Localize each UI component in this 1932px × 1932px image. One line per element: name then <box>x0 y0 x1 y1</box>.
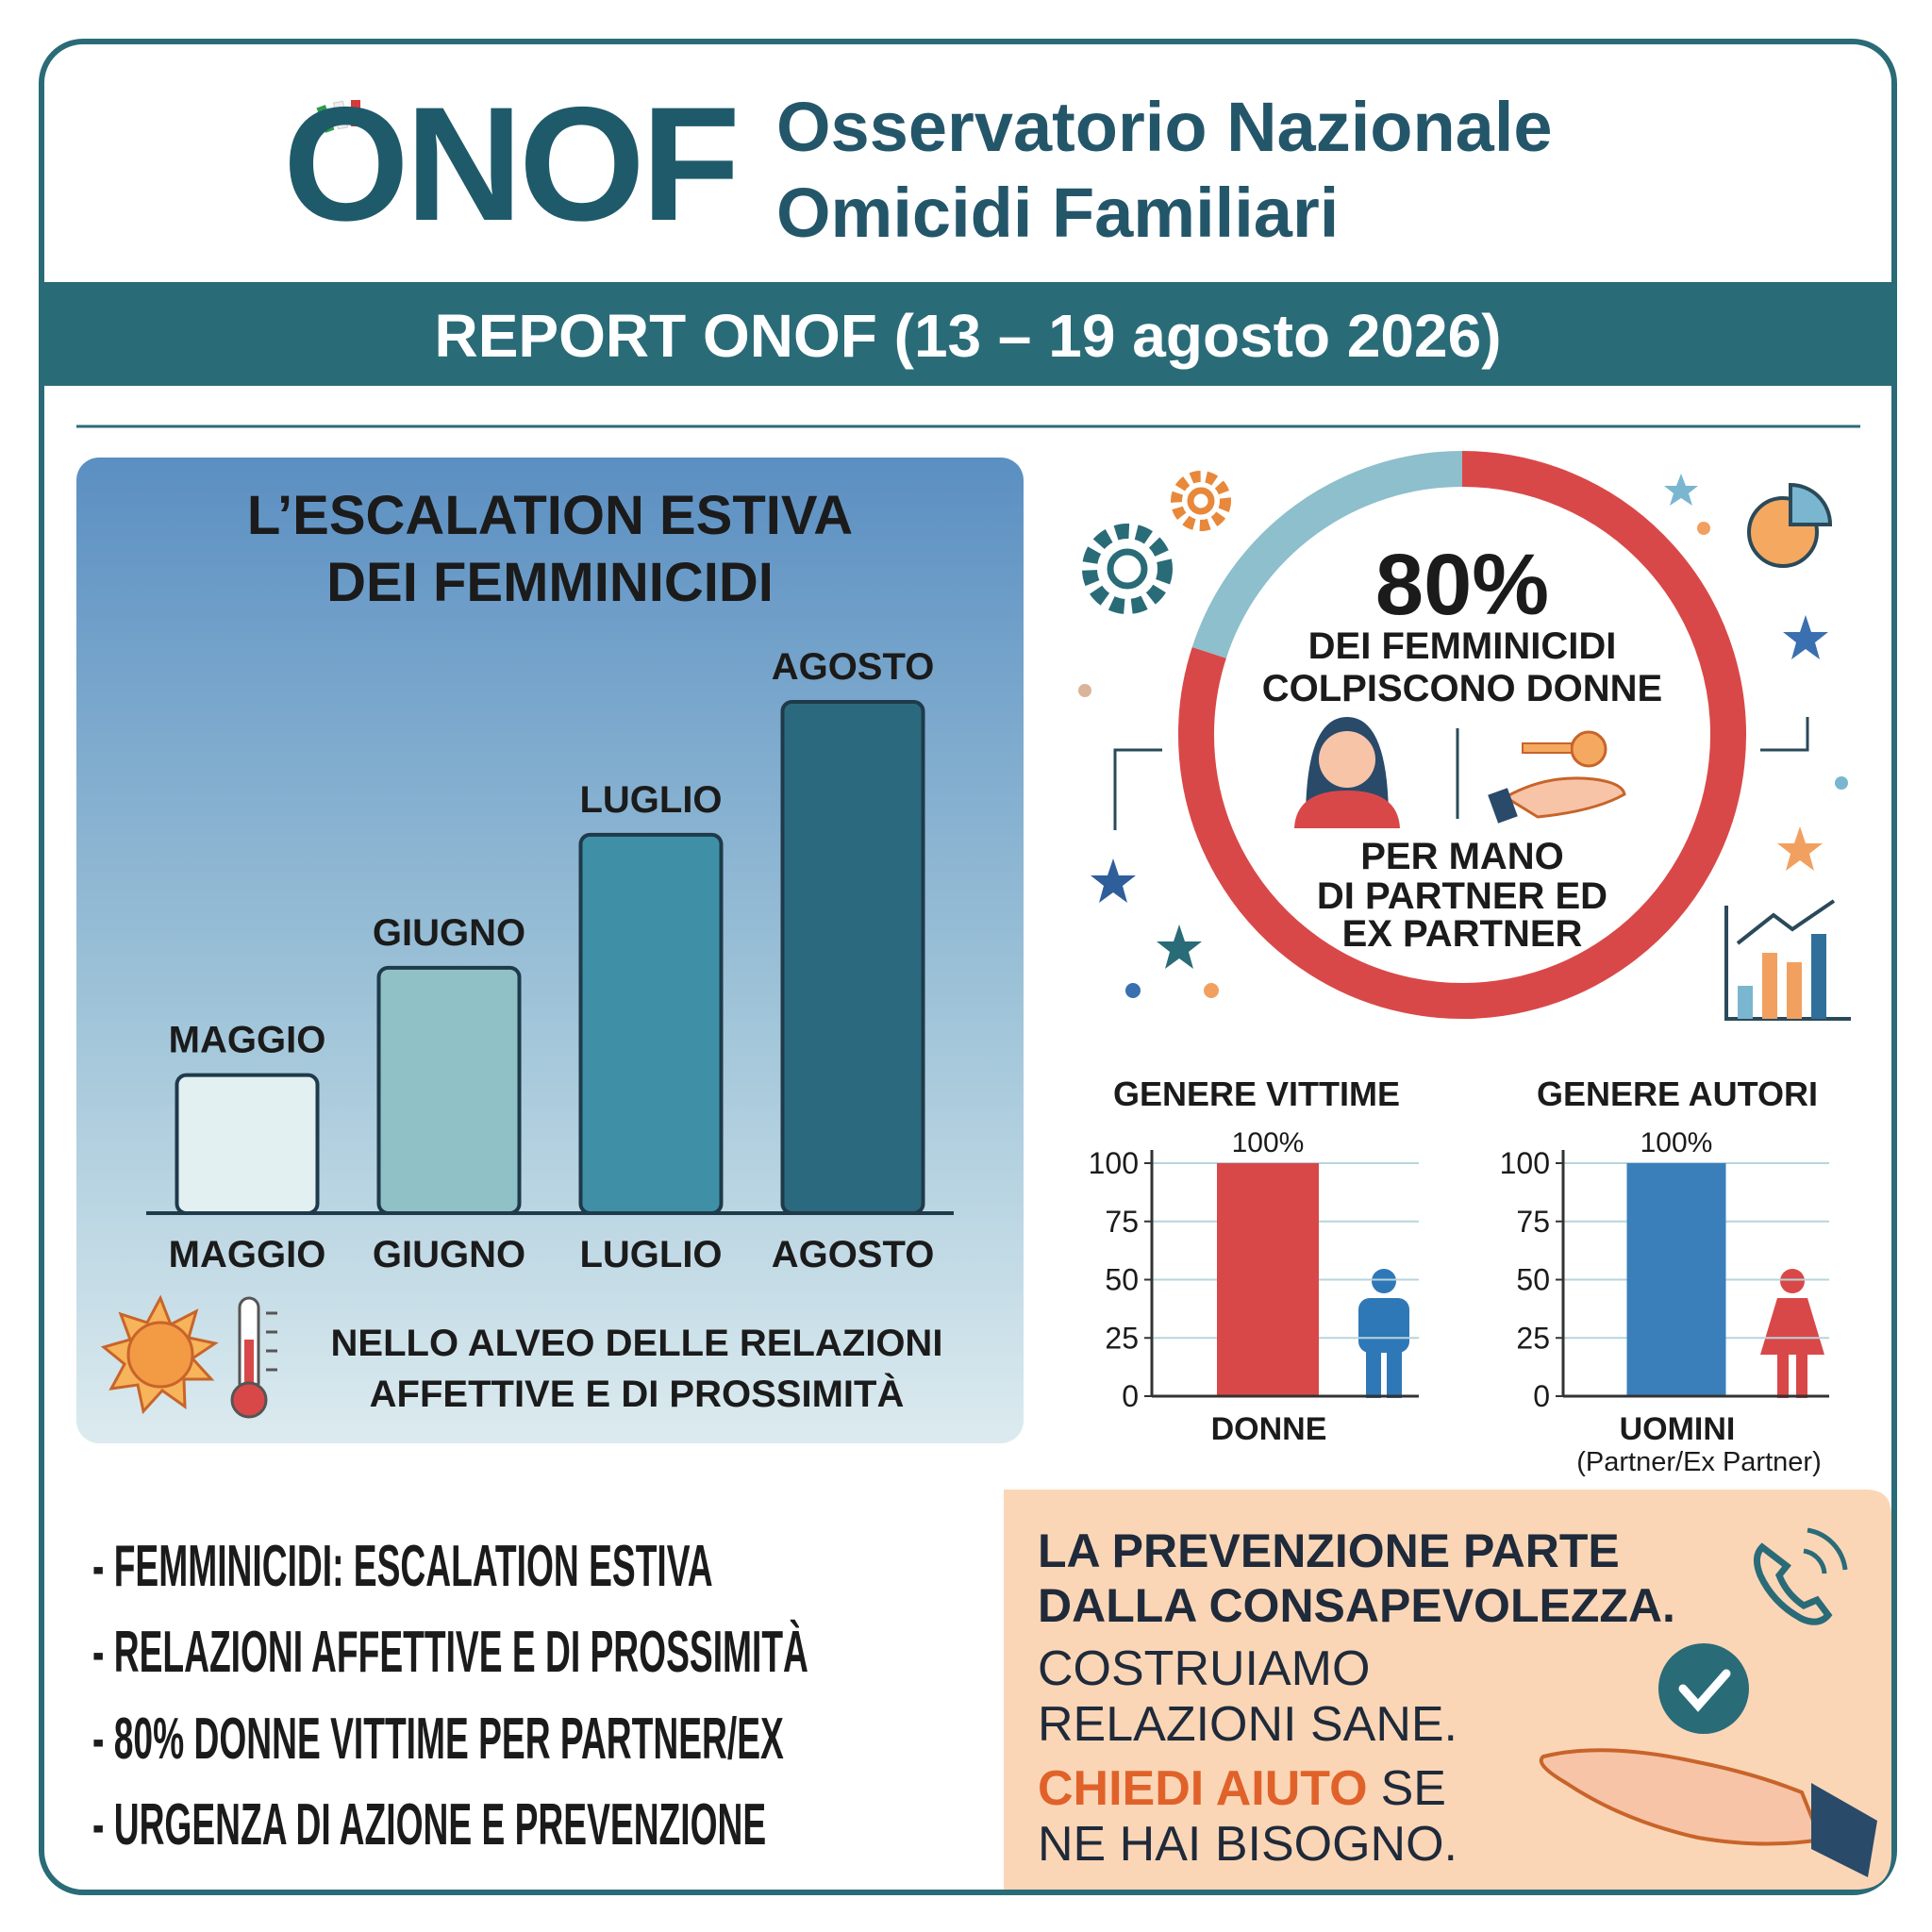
bar <box>1217 1163 1319 1396</box>
pie-icon <box>1747 482 1833 568</box>
panel-caption: NELLO ALVEO DELLE RELAZIONI <box>331 1323 943 1364</box>
hand-icon <box>1539 1748 1877 1877</box>
y-tick-label: 100 <box>1500 1146 1550 1180</box>
ring-text: DEI FEMMINICIDI <box>1308 625 1617 667</box>
woman-figure <box>1760 1269 1824 1398</box>
value-label: 100% <box>1232 1127 1305 1158</box>
y-tick-label: 25 <box>1516 1321 1550 1355</box>
cta-help-line: CHIEDI AIUTO SE <box>1038 1761 1446 1816</box>
woman-icon <box>1294 717 1400 828</box>
bar <box>780 700 925 1215</box>
sun-icon <box>100 1294 219 1415</box>
logo-text: ONOF <box>283 74 737 255</box>
bar <box>578 832 724 1215</box>
bullet: - RELAZIONI AFFETTIVE E DI PROSSIMITÀ <box>92 1619 808 1684</box>
bullet-list: - FEMMINICIDI: ESCALATION ESTIVA - RELAZ… <box>92 1533 808 1857</box>
growth-icon <box>1724 899 1851 1021</box>
value-label: 100% <box>1641 1127 1713 1158</box>
thermometer-icon <box>230 1296 277 1419</box>
y-tick-label: 0 <box>1122 1379 1139 1413</box>
stars <box>1078 474 1848 998</box>
ring-segment <box>1191 451 1463 658</box>
x-tick-label: AGOSTO <box>772 1234 935 1275</box>
chart-title: GENERE AUTORI <box>1537 1074 1818 1113</box>
bar-label: AGOSTO <box>772 646 935 688</box>
y-tick-label: 50 <box>1516 1263 1550 1297</box>
cta-heading: DALLA CONSAPEVOLEZZA. <box>1038 1579 1675 1632</box>
bullet: - 80% DONNE VITTIME PER PARTNER/EX <box>92 1706 784 1771</box>
man-icon <box>1358 1269 1409 1398</box>
bullet: - URGENZA DI AZIONE E PREVENZIONE <box>92 1791 766 1857</box>
panel-title: L’ESCALATION ESTIVA <box>247 485 853 546</box>
bar-label: GIUGNO <box>373 912 525 954</box>
y-tick-label: 0 <box>1533 1379 1550 1413</box>
y-tick-label: 50 <box>1105 1263 1139 1297</box>
cta-body: COSTRUIAMO <box>1038 1641 1370 1696</box>
ring-value: 80% <box>1375 537 1549 633</box>
bar <box>175 1073 320 1216</box>
check-icon <box>1658 1643 1749 1734</box>
ring-text: PER MANO <box>1360 836 1564 877</box>
frame <box>39 39 1897 1895</box>
bar <box>1626 1163 1726 1396</box>
panel-caption: AFFETTIVE E DI PROSSIMITÀ <box>370 1373 905 1415</box>
cta-body: RELAZIONI SANE. <box>1038 1697 1457 1752</box>
x-tick-label: UOMINI <box>1620 1411 1736 1447</box>
connectors <box>1113 717 1809 830</box>
x-tick-label: MAGGIO <box>169 1234 326 1275</box>
cta-heading: LA PREVENZIONE PARTE <box>1038 1524 1620 1577</box>
chart-subtitle: (Partner/Ex Partner) <box>1576 1447 1821 1477</box>
ring-text: EX PARTNER <box>1342 913 1583 955</box>
bullet: - FEMMINICIDI: ESCALATION ESTIVA <box>92 1533 713 1598</box>
report-band <box>44 282 1891 386</box>
report-title: REPORT ONOF (13 – 19 agosto 2026) <box>435 302 1502 370</box>
bar <box>376 965 522 1215</box>
chart-title: GENERE VITTIME <box>1113 1074 1400 1113</box>
cta-highlight-rest: SE <box>1381 1761 1446 1816</box>
ring-segment <box>1178 451 1746 1019</box>
logo <box>316 100 360 133</box>
header-title: Omicidi Familiari <box>776 174 1339 252</box>
y-tick-label: 75 <box>1516 1205 1550 1239</box>
cta-body: NE HAI BISOGNO. <box>1038 1817 1457 1872</box>
y-tick-label: 100 <box>1089 1146 1139 1180</box>
cta-highlight: CHIEDI AIUTO <box>1038 1761 1368 1816</box>
x-tick-label: GIUGNO <box>373 1234 525 1275</box>
panel-title: DEI FEMMINICIDI <box>326 552 774 613</box>
header-title: Osservatorio Nazionale <box>776 88 1553 166</box>
phone-icon <box>1754 1527 1848 1625</box>
y-tick-label: 75 <box>1105 1205 1139 1239</box>
bar-label: LUGLIO <box>579 779 722 821</box>
ring-text: DI PARTNER ED <box>1317 875 1607 917</box>
hand-key-icon <box>1488 730 1626 824</box>
y-tick-label: 25 <box>1105 1321 1139 1355</box>
bar-label: MAGGIO <box>169 1020 326 1061</box>
x-tick-label: LUGLIO <box>579 1234 722 1275</box>
gear-icons <box>1082 471 1231 614</box>
ring-text: COLPISCONO DONNE <box>1262 668 1662 709</box>
x-tick-label: DONNE <box>1211 1411 1327 1447</box>
